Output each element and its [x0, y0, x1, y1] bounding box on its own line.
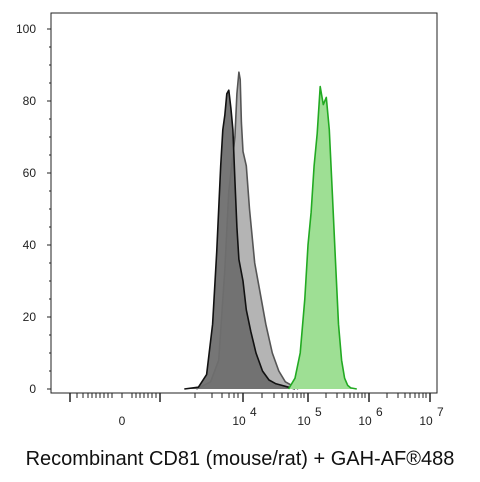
y-tick-label: 40: [23, 238, 37, 252]
series-3-line: [287, 85, 357, 390]
x-tick-label: 10: [419, 414, 433, 428]
chart-caption: Recombinant CD81 (mouse/rat) + GAH-AF®48…: [25, 448, 455, 470]
x-tick-label: 0: [119, 414, 126, 428]
y-tick-label: 100: [16, 22, 36, 36]
y-tick-label: 20: [23, 310, 37, 324]
x-tick-label: 10: [297, 414, 311, 428]
y-axis: 0 20 40 60 80 100: [16, 22, 51, 396]
series-3-area: [288, 86, 357, 389]
x-tick-exponent: 4: [250, 405, 257, 419]
series-layer: [184, 71, 357, 390]
series-2-line: [184, 89, 296, 390]
x-tick-label: 10: [358, 414, 372, 428]
y-tick-label: 0: [29, 382, 36, 396]
x-tick-exponent: 7: [437, 405, 444, 419]
x-tick-exponent: 6: [376, 405, 383, 419]
x-tick-label: 10: [232, 414, 246, 428]
y-tick-label: 80: [23, 94, 37, 108]
series-2-area: [184, 90, 295, 389]
y-tick-label: 60: [23, 166, 37, 180]
series-1-area: [196, 72, 299, 389]
x-tick-exponent: 5: [315, 405, 322, 419]
x-axis: 0 10 4 10 5 10 6 10 7: [69, 393, 444, 428]
plot-frame: [50, 12, 438, 394]
